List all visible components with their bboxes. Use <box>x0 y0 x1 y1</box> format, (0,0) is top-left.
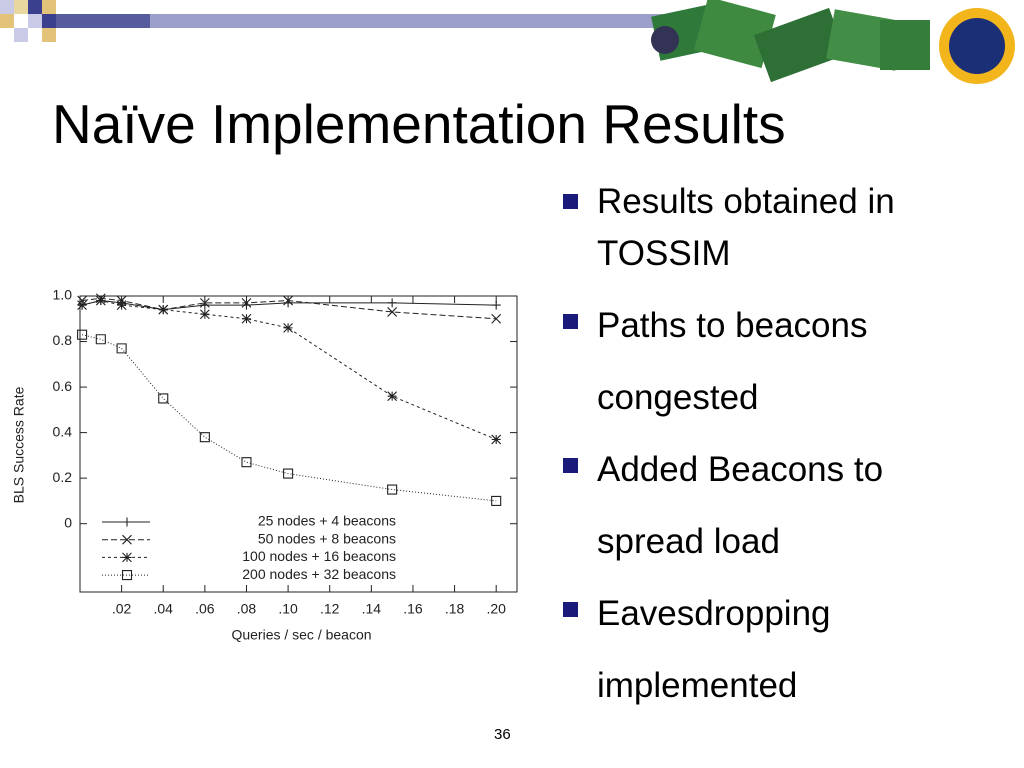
legend-marker <box>121 570 133 581</box>
y-tick-label: 1.0 <box>53 287 73 303</box>
x-tick-label: .20 <box>486 601 506 617</box>
x-tick-label: .06 <box>195 601 215 617</box>
plot-frame <box>79 295 518 593</box>
circuit-boards <box>651 0 930 83</box>
data-point <box>241 457 252 468</box>
page-number: 36 <box>494 726 511 743</box>
deco-square <box>28 14 42 28</box>
data-point <box>199 297 210 308</box>
legend-label: 25 nodes + 4 beacons <box>258 513 396 529</box>
legend-marker <box>122 534 132 545</box>
deco-square <box>42 0 56 14</box>
x-tick-label: .10 <box>278 601 298 617</box>
legend-marker <box>122 517 132 527</box>
header-decoration <box>0 0 1015 84</box>
seal-inner <box>949 18 1005 74</box>
x-tick-label: .12 <box>320 601 340 617</box>
deco-square <box>42 14 56 28</box>
deco-square <box>42 28 56 42</box>
legend-label: 100 nodes + 16 beacons <box>242 548 396 564</box>
header-bar-fade <box>150 14 666 28</box>
data-point <box>283 468 294 479</box>
data-point <box>116 300 127 310</box>
x-tick-label: .08 <box>237 601 257 617</box>
data-point <box>241 313 252 324</box>
bullet: Results obtained in TOSSIM <box>560 176 957 280</box>
data-point <box>491 313 502 324</box>
bullet: Paths to beacons congested <box>560 290 957 434</box>
slide-title: Naïve Implementation Results <box>52 93 786 155</box>
legend-label: 50 nodes + 8 beacons <box>258 530 396 546</box>
y-tick-label: 0.8 <box>53 332 73 348</box>
y-tick-label: 0.6 <box>53 378 73 394</box>
data-point <box>95 295 106 306</box>
data-point <box>199 432 210 443</box>
deco-square <box>14 0 28 14</box>
data-point <box>95 334 106 345</box>
data-point <box>491 495 502 506</box>
data-point <box>158 304 169 315</box>
y-tick-label: 0.2 <box>53 469 73 485</box>
deco-square <box>28 0 42 14</box>
data-point <box>241 297 252 308</box>
deco-square <box>14 28 28 42</box>
data-point <box>77 295 87 306</box>
legend-label: 200 nodes + 32 beacons <box>242 566 396 582</box>
bullet: Added Beacons to spread load <box>560 434 957 578</box>
deco-square <box>0 14 14 28</box>
legend-marker <box>122 552 132 563</box>
series-line <box>81 300 497 440</box>
y-tick-label: 0 <box>64 514 72 530</box>
x-tick-label: .02 <box>112 601 132 617</box>
data-point <box>387 307 398 317</box>
x-tick-label: .16 <box>403 601 423 617</box>
deco-square <box>0 0 14 14</box>
y-tick-label: 0.4 <box>53 423 73 439</box>
x-tick-label: .04 <box>154 601 174 617</box>
data-point <box>283 295 293 306</box>
y-axis-label: BLS Success Rate <box>11 386 27 503</box>
x-tick-label: .18 <box>445 601 465 617</box>
x-axis-label: Queries / sec / beacon <box>231 627 371 643</box>
data-point <box>77 329 88 340</box>
data-point <box>158 393 169 404</box>
data-point <box>387 391 398 402</box>
data-point <box>77 300 87 310</box>
data-point <box>199 309 210 320</box>
bullet: Eavesdropping implemented <box>560 578 957 722</box>
data-point <box>116 343 127 354</box>
x-tick-label: .14 <box>362 601 382 617</box>
data-point <box>491 434 502 445</box>
data-point <box>387 484 398 495</box>
data-point <box>491 300 501 310</box>
bullet-list: Results obtained in TOSSIM Paths to beac… <box>560 176 980 722</box>
data-point <box>116 295 127 306</box>
data-point <box>387 298 397 308</box>
data-point <box>283 322 293 333</box>
